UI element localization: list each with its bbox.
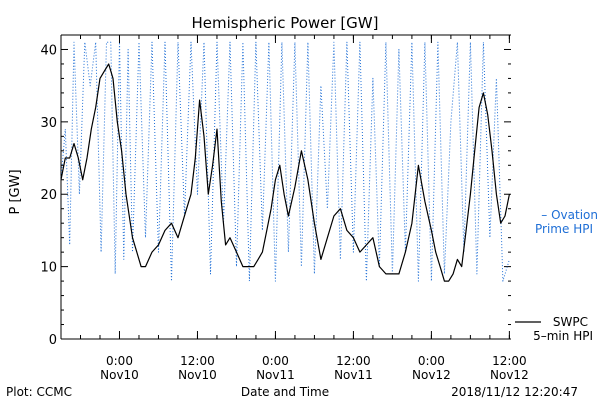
x-tick-label-time: 12:00 bbox=[336, 354, 371, 368]
series-layer bbox=[60, 41, 510, 282]
x-tick-label-date: Nov11 bbox=[256, 368, 295, 382]
x-tick-label-date: Nov12 bbox=[412, 368, 451, 382]
x-tick-label-time: 12:00 bbox=[180, 354, 215, 368]
x-tick-label-time: 0:00 bbox=[106, 354, 133, 368]
axes: 0102030400:00Nov1012:00Nov100:00Nov1112:… bbox=[40, 34, 529, 382]
plot-credit: Plot: CCMC bbox=[6, 385, 72, 399]
ovation-prime-series-line bbox=[60, 41, 510, 282]
x-axis-label: Date and Time bbox=[241, 385, 329, 399]
legend-swpc-line1: SWPC bbox=[553, 315, 588, 329]
y-tick-label: 10 bbox=[40, 261, 57, 276]
x-tick-label-time: 0:00 bbox=[418, 354, 445, 368]
x-tick-label-time: 0:00 bbox=[262, 354, 289, 368]
plot-timestamp: 2018/11/12 12:20:47 bbox=[451, 385, 578, 399]
legend-ovation-line1: – Ovation bbox=[541, 208, 598, 222]
y-tick-label: 30 bbox=[40, 116, 57, 131]
legend-ovation-line2: Prime HPI bbox=[535, 222, 593, 236]
x-tick-label-time: 12:00 bbox=[492, 354, 527, 368]
y-tick-label: 40 bbox=[40, 43, 57, 58]
x-tick-label-date: Nov10 bbox=[178, 368, 217, 382]
y-axis-label: P [GW] bbox=[8, 169, 23, 214]
x-tick-label-date: Nov12 bbox=[490, 368, 529, 382]
swpc-series-line bbox=[60, 63, 510, 282]
y-tick-label: 20 bbox=[40, 188, 57, 203]
y-tick-label: 0 bbox=[49, 333, 57, 348]
x-tick-label-date: Nov11 bbox=[334, 368, 373, 382]
legend-swpc-line2: 5–min HPI bbox=[533, 329, 593, 343]
x-tick-label-date: Nov10 bbox=[100, 368, 139, 382]
chart-title: Hemispheric Power [GW] bbox=[192, 14, 379, 32]
